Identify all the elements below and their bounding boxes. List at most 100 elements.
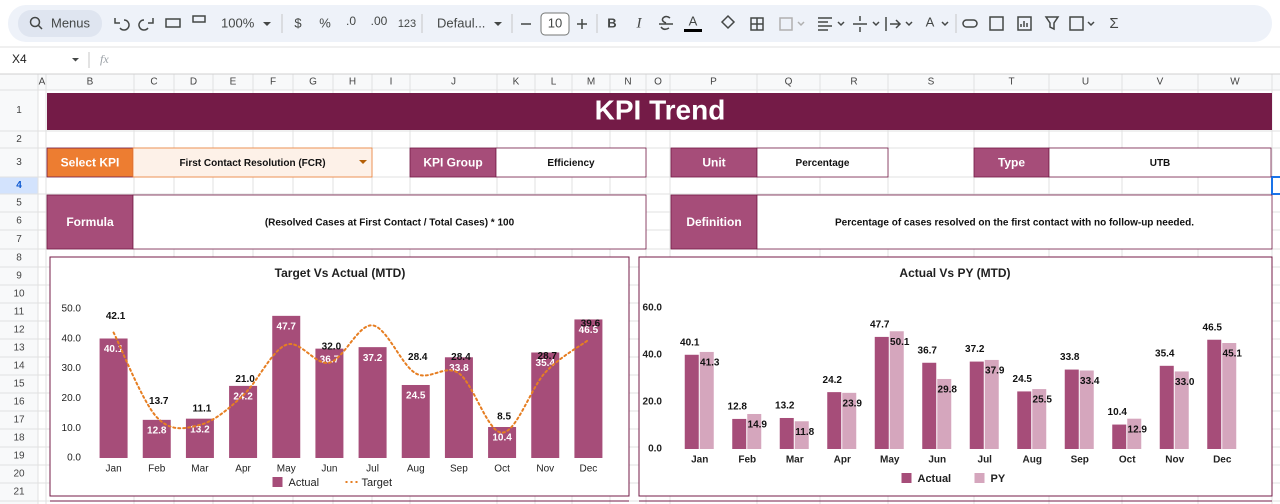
data-label: 25.5 (1033, 395, 1053, 406)
title-banner (47, 93, 1272, 130)
bar (488, 427, 517, 458)
field-label-cell (46, 147, 134, 178)
data-label: 40.1 (104, 344, 124, 355)
x-tick-label: Nov (1165, 455, 1184, 466)
data-label: 41.3 (700, 358, 720, 369)
fx-label: fx (100, 52, 109, 66)
data-label: 13.2 (190, 424, 210, 435)
column-header: J (451, 77, 456, 88)
fill-color-button[interactable] (720, 14, 736, 30)
currency-format[interactable]: $ (294, 15, 302, 30)
filter-button[interactable] (1044, 16, 1060, 31)
search-icon (29, 16, 41, 28)
row-header: 5 (16, 198, 22, 209)
bar (969, 361, 984, 449)
decrease-decimal[interactable]: .0 (346, 14, 356, 28)
data-label: 24.2 (233, 392, 253, 403)
print-icon[interactable] (165, 18, 181, 28)
link-button[interactable] (962, 19, 978, 28)
font-size-increase[interactable] (577, 19, 587, 29)
name-box-dropdown[interactable] (72, 58, 79, 62)
data-label: 45.1 (1223, 349, 1243, 360)
bar (1032, 389, 1047, 449)
field-value: Percentage (796, 158, 850, 169)
comment-button[interactable] (989, 16, 1004, 31)
column-header: V (1157, 77, 1164, 88)
data-label: 46.5 (579, 325, 599, 336)
line-series (112, 324, 590, 434)
sheet-content: KPI Trend Select KPI First Contact Resolut… (46, 93, 1273, 502)
x-tick-label: Dec (1213, 455, 1232, 466)
column-header: S (928, 77, 935, 88)
wrap-button[interactable] (885, 17, 902, 31)
legend-swatch (272, 477, 283, 487)
x-tick-label: Oct (494, 464, 510, 475)
y-tick-label: 50.0 (62, 304, 82, 315)
name-box[interactable]: X4 (12, 52, 27, 66)
data-label: 10.4 (1108, 407, 1128, 418)
bar (699, 351, 714, 449)
legend-swatch (974, 473, 985, 483)
wrap-dropdown (905, 21, 913, 27)
bar (922, 362, 937, 449)
y-tick-label: 30.0 (62, 363, 82, 374)
font-dropdown[interactable] (494, 22, 502, 26)
strikethrough-button[interactable] (659, 15, 673, 31)
y-tick-label: 10.0 (62, 423, 82, 434)
undo-icon[interactable] (114, 18, 130, 31)
italic-button[interactable]: I (636, 15, 643, 31)
data-label: 21.0 (235, 374, 255, 385)
chart-button[interactable] (1017, 16, 1032, 31)
valign-button[interactable] (853, 16, 867, 32)
row-header: 16 (13, 397, 25, 408)
x-tick-label: May (880, 455, 900, 466)
text-color-button[interactable]: A (689, 13, 698, 28)
field-label: Unit (702, 156, 725, 170)
font-size-box[interactable] (540, 12, 570, 36)
zoom-dropdown[interactable] (263, 22, 271, 26)
data-label: 33.8 (449, 363, 469, 374)
zoom[interactable]: 100% (221, 15, 255, 30)
data-label: 13.2 (775, 401, 795, 412)
increase-decimal[interactable]: .00 (371, 14, 388, 28)
bold-button[interactable]: B (607, 15, 616, 30)
data-label: 33.8 (1060, 352, 1080, 363)
column-header: N (624, 77, 631, 88)
filter-views-button[interactable] (1069, 16, 1084, 31)
legend-label: Target (362, 477, 393, 489)
field-value: Percentage of cases resolved on the firs… (835, 218, 1194, 229)
x-tick-label: Mar (191, 464, 209, 475)
row-header: 19 (13, 451, 25, 462)
bar (747, 413, 762, 449)
data-label: 50.1 (890, 337, 910, 348)
functions-button[interactable]: Σ (1109, 15, 1118, 32)
align-button[interactable] (818, 17, 832, 31)
selected-cell (1271, 176, 1280, 195)
row-header: 15 (13, 379, 25, 390)
merge-button[interactable] (779, 17, 793, 31)
borders-grid (751, 18, 763, 30)
column-header-bar (0, 74, 1280, 90)
column-header: T (1008, 77, 1014, 88)
bar (889, 331, 904, 449)
kpi-dropdown[interactable] (359, 160, 367, 164)
x-tick-label: Feb (738, 455, 756, 466)
font-family[interactable]: Defaul... (437, 15, 485, 30)
row-header: 1 (16, 105, 22, 116)
text-rotation-button[interactable]: A (926, 14, 935, 29)
percent-format[interactable]: % (319, 15, 331, 30)
menus-search[interactable] (18, 10, 102, 37)
row-header: 6 (16, 216, 22, 227)
selected-row-header (0, 177, 38, 194)
legend-label: PY (991, 473, 1006, 485)
paint-format-icon[interactable] (192, 15, 206, 23)
field-label: Select KPI (61, 156, 120, 170)
chart: Target Vs Actual (MTD) 0.0 10.0 20.0 30.0 40.… (49, 256, 630, 497)
data-label: 11.8 (795, 427, 814, 438)
filter-views-dropdown (1087, 21, 1095, 27)
redo-icon[interactable] (138, 18, 154, 31)
number-format[interactable]: 123 (398, 18, 416, 30)
bar (779, 417, 794, 449)
rotation-dropdown (941, 21, 949, 27)
column-header: A (39, 77, 46, 88)
